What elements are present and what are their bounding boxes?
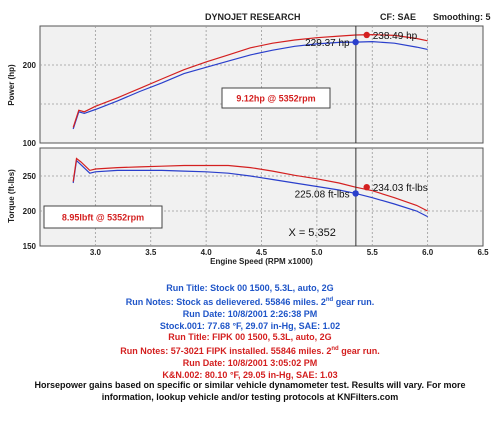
y-axis-label: Power (hp) [7,64,16,106]
dyno-title: DYNOJET RESEARCH [205,12,301,22]
run-fipk-notes: Run Notes: 57-3021 FIPK installed. 55846… [120,346,380,356]
y-axis-label: Torque (ft-lbs) [7,169,16,223]
run-fipk-file: K&N.002: 80.10 °F, 29.05 in-Hg, SAE: 1.0… [162,370,338,380]
x-tick-label: 5.5 [367,248,379,257]
data-point-red [363,31,370,39]
gain-label: 9.12hp @ 5352rpm [236,94,315,104]
gain-label: 8.95lbft @ 5352rpm [62,213,144,223]
data-point-blue [352,190,359,197]
dyno-chart: 100 200 Power (hp) 229.37 hp 238.49 hp 9.12hp… [7,25,489,266]
run-stock-notes: Run Notes: Stock as delievered. 55846 mi… [125,297,375,307]
x-tick-label: 4.5 [256,248,268,257]
series-line-blue [72,40,428,130]
x-tick-label: 6.0 [422,248,434,257]
value-label-blue: 225.08 ft-lbs [295,189,350,200]
x-tick-label: 6.5 [477,248,489,257]
y-tick-label: 200 [23,207,37,216]
footer-line-2: information, lookup vehicle and/or testi… [101,392,399,402]
y-tick-label: 200 [23,61,37,70]
run-stock-file: Stock.001: 77.68 °F, 29.07 in-Hg, SAE: 1… [159,321,341,331]
run-stock-title: Run Title: Stock 00 1500, 5.3L, auto, 2G [166,283,334,293]
x-tick-label: 5.0 [311,248,323,257]
cursor-readout: X = 5.352 [288,227,335,239]
data-point-red [363,183,370,191]
x-tick-label: 3.5 [145,248,157,257]
gain-box [43,205,163,229]
y-tick-label: 150 [23,242,37,251]
x-tick-label: 4.0 [201,248,213,257]
y-tick-label: 250 [23,172,37,181]
run-stock-info: Run Title: Stock 00 1500, 5.3L, auto, 2G… [0,282,500,332]
run-stock-date: Run Date: 10/8/2001 2:26:38 PM [182,309,318,319]
data-point-blue [352,38,359,46]
footer-disclaimer: Horsepower gains based on specific or si… [0,379,500,403]
correction-factor: CF: SAE [380,12,416,22]
run-fipk-title: Run Title: FIPK 00 1500, 5.3L, auto, 2G [168,332,332,342]
x-tick-label: 3.0 [90,248,102,257]
run-fipk-date: Run Date: 10/8/2001 3:05:02 PM [182,358,318,368]
series-line-blue [72,159,428,218]
run-fipk-info: Run Title: FIPK 00 1500, 5.3L, auto, 2G … [0,331,500,381]
y-tick-label: 100 [23,139,37,148]
footer-line-1: Horsepower gains based on specific or si… [34,380,466,390]
value-label-red: 234.03 ft-lbs [373,183,428,194]
value-label-red: 238.49 hp [373,31,418,42]
gain-box [221,87,331,109]
value-label-blue: 229.37 hp [305,38,350,49]
smoothing-label: Smoothing: 5 [433,12,491,22]
x-axis-label: Engine Speed (RPM x1000) [210,257,313,266]
